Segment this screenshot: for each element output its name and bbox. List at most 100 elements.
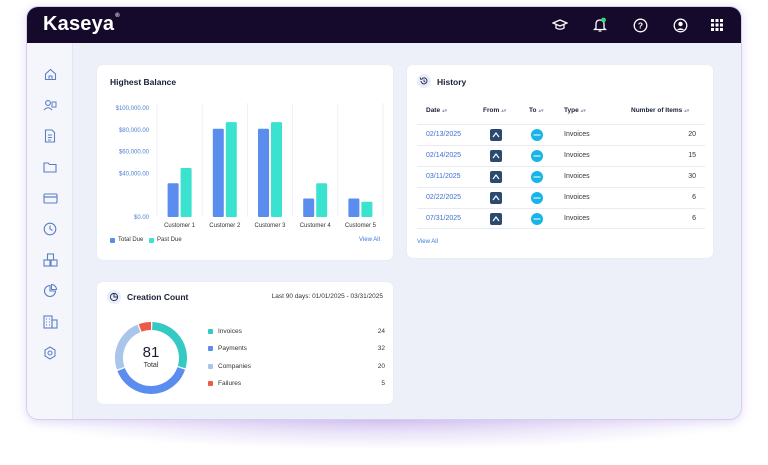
bar-past-due — [225, 122, 237, 217]
table-row[interactable]: 02/13/2025 Invoices 20 — [417, 124, 705, 145]
to-app-icon — [531, 150, 543, 162]
y-tick-label: $100,000.00 — [116, 106, 150, 112]
row-items: 15 — [688, 152, 696, 159]
from-app-icon — [490, 213, 502, 225]
bar-past-due — [180, 167, 192, 217]
history-icon — [417, 74, 431, 88]
from-app-icon — [490, 192, 502, 204]
boxes-icon[interactable] — [42, 252, 58, 268]
bar-total-due — [348, 198, 360, 217]
legend-swatch-payments — [208, 346, 213, 351]
table-row[interactable]: 02/14/2025 Invoices 15 — [417, 145, 705, 166]
column-header-from[interactable]: From ▴▾ — [483, 107, 507, 114]
row-type: Invoices — [564, 131, 590, 138]
user-icon[interactable] — [671, 16, 689, 34]
app-window: Kaseya® ? — [26, 6, 742, 420]
legend-value-payments: 32 — [377, 345, 385, 352]
svg-text:?: ? — [637, 20, 642, 30]
folder-icon[interactable] — [42, 159, 58, 175]
help-icon[interactable]: ? — [631, 16, 649, 34]
creation-count-icon — [107, 290, 121, 304]
donut-slice-failures — [138, 322, 152, 332]
bar-total-due — [258, 128, 269, 217]
table-row[interactable]: 02/22/2025 Invoices 6 — [417, 187, 705, 208]
chart-pie-icon[interactable] — [42, 283, 58, 299]
legend-label-total-due: Total Due — [118, 237, 144, 243]
contacts-icon[interactable] — [42, 97, 58, 113]
row-date[interactable]: 02/22/2025 — [426, 194, 462, 201]
x-tick-label: Customer 2 — [209, 223, 241, 229]
legend-swatch-failures — [208, 381, 213, 386]
column-header-number-of-items[interactable]: Number of Items ▴▾ — [631, 107, 690, 114]
row-date[interactable]: 07/31/2025 — [426, 215, 462, 222]
bar-total-due — [167, 183, 179, 217]
side-navigation — [27, 43, 73, 419]
table-row[interactable]: 07/31/2025 Invoices 6 — [417, 208, 705, 229]
row-date[interactable]: 02/13/2025 — [426, 131, 462, 138]
row-type: Invoices — [564, 173, 590, 180]
kaseya-logo[interactable]: Kaseya® — [43, 13, 120, 35]
row-items: 30 — [688, 173, 696, 180]
table-row[interactable]: 03/11/2025 Invoices 30 — [417, 166, 705, 187]
total-count: 81 — [142, 344, 160, 361]
settings-icon[interactable] — [42, 345, 58, 361]
card-title: Highest Balance — [110, 77, 177, 87]
bar-past-due — [271, 122, 282, 217]
view-all-link[interactable]: View All — [417, 239, 438, 245]
row-type: Invoices — [564, 194, 590, 201]
y-tick-label: $60,000.00 — [119, 150, 150, 156]
apps-grid-icon[interactable] — [708, 16, 726, 34]
highest-balance-card: Highest Balance $100,000.00 $80,000.00 $60… — [97, 65, 393, 260]
legend-swatch-total-due — [110, 238, 115, 243]
bar-total-due — [212, 128, 224, 217]
top-navigation-bar: Kaseya® ? — [27, 7, 741, 43]
from-app-icon — [490, 129, 502, 141]
card-title: Creation Count — [127, 292, 189, 302]
bar-past-due — [361, 201, 373, 217]
x-tick-label: Customer 4 — [300, 223, 332, 229]
view-all-link[interactable]: View All — [359, 237, 380, 243]
legend-label-failures: Failures — [218, 380, 242, 387]
total-label: Total — [143, 362, 159, 369]
x-tick-label: Customer 3 — [254, 223, 286, 229]
column-header-type[interactable]: Type ▴▾ — [564, 107, 586, 114]
creation-count-donut — [115, 322, 187, 394]
bar-total-due — [303, 198, 315, 217]
row-date[interactable]: 02/14/2025 — [426, 152, 462, 159]
row-items: 6 — [692, 215, 696, 222]
to-app-icon — [531, 171, 543, 183]
date-range-label: Last 90 days: 01/01/2025 - 03/31/2025 — [271, 293, 383, 300]
row-items: 20 — [688, 131, 696, 138]
legend-label-invoices: Invoices — [218, 328, 242, 335]
y-tick-label: $40,000.00 — [119, 171, 150, 177]
legend-label-past-due: Past Due — [157, 237, 182, 243]
x-tick-label: Customer 1 — [164, 223, 196, 229]
legend-swatch-past-due — [149, 238, 154, 243]
column-header-to[interactable]: To ▴▾ — [529, 107, 544, 114]
x-tick-label: Customer 5 — [345, 223, 377, 229]
building-icon[interactable] — [42, 314, 58, 330]
graduation-cap-icon[interactable] — [551, 16, 569, 34]
row-date[interactable]: 03/11/2025 — [426, 173, 461, 180]
donut-slice-payments — [117, 366, 186, 394]
legend-label-companies: Companies — [218, 363, 251, 370]
legend-value-failures: 5 — [381, 380, 385, 387]
legend-label-payments: Payments — [218, 345, 247, 352]
from-app-icon — [490, 171, 502, 183]
card-icon[interactable] — [42, 190, 58, 206]
card-title: History — [437, 77, 467, 87]
y-tick-label: $0.00 — [134, 215, 150, 221]
to-app-icon — [531, 192, 543, 204]
row-items: 6 — [692, 194, 696, 201]
to-app-icon — [531, 129, 543, 141]
legend-swatch-companies — [208, 364, 213, 369]
document-icon[interactable] — [42, 128, 58, 144]
bell-icon[interactable] — [591, 16, 609, 34]
clock-icon[interactable] — [42, 221, 58, 237]
home-icon[interactable] — [42, 66, 58, 82]
column-header-date[interactable]: Date ▴▾ — [426, 107, 448, 114]
donut-slice-invoices — [151, 322, 187, 369]
y-tick-label: $80,000.00 — [119, 128, 150, 134]
donut-slice-companies — [115, 324, 141, 370]
